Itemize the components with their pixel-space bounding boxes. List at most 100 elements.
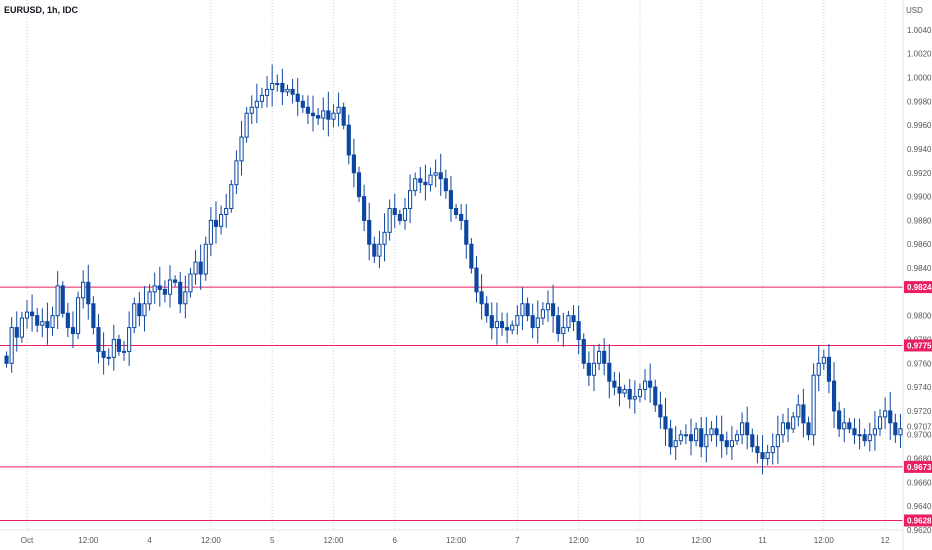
candle-body-122 — [627, 388, 632, 400]
candle-body-34 — [178, 281, 183, 305]
candle-body-37 — [193, 261, 198, 275]
level-layer — [0, 286, 903, 521]
x-tick-label-12: 11 — [758, 536, 767, 545]
candle-body-168 — [862, 434, 867, 442]
candle-body-46 — [239, 136, 244, 162]
candle-body-113 — [581, 338, 586, 364]
candle-body-67 — [346, 124, 351, 156]
y-tick-label-4: 0.9960 — [907, 121, 932, 130]
candle-body-50 — [259, 94, 265, 102]
level-1-label: 0.9824 — [907, 283, 932, 292]
candle-body-70 — [362, 196, 367, 221]
candle-body-106 — [545, 303, 551, 311]
candle-body-14 — [75, 297, 81, 335]
y-tick-label-11: 0.9800 — [907, 312, 932, 321]
candle-body-135 — [694, 428, 699, 442]
candle-body-127 — [653, 386, 658, 406]
candle-body-5 — [30, 311, 35, 317]
candle-body-25 — [132, 303, 137, 329]
candle-body-157 — [806, 422, 811, 436]
candle-body-95 — [489, 315, 494, 329]
candle-body-62 — [321, 110, 326, 119]
candle-body-134 — [688, 434, 694, 442]
candle-body-175 — [898, 428, 903, 436]
candle-body-1 — [9, 327, 14, 364]
candle-body-114 — [586, 362, 591, 376]
candle-body-171 — [877, 416, 883, 430]
y-tick-label-15: 0.9720 — [907, 407, 932, 416]
y-tick-label-17: 0.9680 — [907, 455, 932, 464]
candle-body-3 — [19, 317, 24, 338]
x-tick-label-11: 12:00 — [691, 536, 712, 545]
candle-body-126 — [648, 380, 653, 388]
candle-body-155 — [796, 404, 801, 418]
candle-body-141 — [724, 440, 729, 448]
candle-body-22 — [116, 338, 122, 352]
candle-body-97 — [499, 321, 505, 329]
candle-body-41 — [213, 219, 219, 227]
level-2-label: 0.9775 — [907, 341, 932, 350]
candle-body-98 — [505, 327, 510, 331]
candle-body-7 — [40, 321, 45, 326]
level-3-label: 0.9673 — [907, 463, 932, 472]
candle-body-13 — [70, 327, 76, 335]
x-tick-label-8: 7 — [515, 536, 520, 545]
candle-body-153 — [785, 422, 791, 430]
candle-body-11 — [60, 285, 65, 314]
candle-body-71 — [367, 219, 372, 245]
candle-body-96 — [494, 321, 500, 329]
candle-body-80 — [413, 178, 418, 192]
candle-body-12 — [65, 312, 70, 329]
candle-body-26 — [137, 303, 142, 317]
candle-body-110 — [566, 315, 571, 329]
candle-body-54 — [280, 82, 285, 93]
candle-body-43 — [224, 208, 229, 215]
candle-body-136 — [699, 428, 704, 448]
candle-body-77 — [397, 213, 402, 221]
candle-body-152 — [780, 422, 786, 436]
candle-body-17 — [91, 303, 96, 329]
candle-body-149 — [765, 452, 770, 460]
y-tick-label-19: 0.9640 — [907, 502, 932, 511]
candle-body-84 — [433, 172, 438, 176]
y-tick-label-6: 0.9920 — [907, 169, 932, 178]
candle-body-109 — [561, 327, 566, 335]
candle-body-120 — [617, 386, 622, 394]
candle-body-148 — [760, 452, 765, 460]
candle-body-173 — [888, 410, 893, 424]
y-tick-label-10: 0.9840 — [907, 264, 932, 273]
candle-body-23 — [121, 350, 127, 353]
candle-body-161 — [826, 356, 832, 382]
candle-body-103 — [530, 315, 535, 329]
candle-body-99 — [510, 324, 515, 331]
candle-body-137 — [704, 434, 709, 448]
candle-body-145 — [745, 422, 750, 436]
candle-body-63 — [326, 110, 331, 120]
y-tick-label-2: 1.0000 — [907, 74, 932, 83]
candle-body-61 — [316, 115, 321, 119]
candle-body-151 — [775, 434, 780, 448]
candle-body-57 — [295, 93, 300, 102]
candle-body-36 — [188, 273, 193, 293]
candle-body-39 — [203, 243, 208, 275]
candle-body-143 — [734, 434, 740, 442]
candle-body-73 — [377, 243, 382, 257]
candle-body-16 — [86, 281, 91, 305]
candle-body-154 — [791, 416, 796, 430]
x-tick-label-10: 10 — [635, 536, 644, 545]
candle-body-75 — [387, 208, 392, 233]
candle-body-156 — [801, 404, 806, 424]
candle-body-107 — [551, 303, 556, 317]
candle-body-19 — [101, 350, 106, 358]
y-tick-label-9: 0.9860 — [907, 240, 932, 249]
candle-body-131 — [673, 440, 678, 448]
candle-body-52 — [270, 82, 275, 90]
candle-body-108 — [556, 315, 561, 335]
symbol-title[interactable]: EURUSD, 1h, IDC — [4, 5, 79, 15]
candle-body-117 — [602, 350, 607, 364]
candle-body-10 — [55, 285, 60, 317]
candle-body-85 — [438, 172, 443, 180]
candle-body-59 — [305, 106, 311, 114]
candle-body-32 — [167, 279, 173, 295]
